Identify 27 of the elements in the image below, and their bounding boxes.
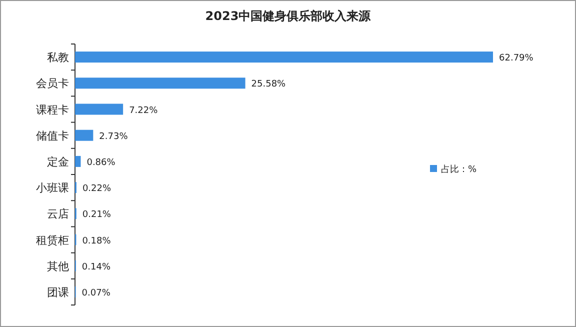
bar: [75, 104, 124, 115]
data-label: 0.21%: [82, 210, 112, 220]
data-label: 0.18%: [82, 236, 112, 246]
data-label: 0.07%: [82, 288, 111, 298]
y-tick-label: 小班课: [36, 182, 69, 195]
bar: [75, 78, 246, 89]
y-tick-label: 私教: [47, 51, 69, 64]
bar: [75, 156, 81, 167]
y-tick-label: 团课: [47, 286, 69, 299]
data-label: 25.58%: [251, 80, 286, 90]
data-label: 2.73%: [99, 132, 128, 142]
y-tick-label: 云店: [47, 208, 69, 221]
bar: [75, 52, 493, 63]
bar: [75, 130, 94, 141]
legend-label: 占比：%: [441, 164, 477, 175]
data-label: 7.22%: [129, 106, 158, 116]
chart-title: 2023中国健身俱乐部收入来源: [205, 9, 372, 23]
y-tick-label: 储值卡: [36, 129, 69, 142]
data-label: 0.22%: [82, 184, 112, 194]
y-tick-label: 课程卡: [36, 103, 69, 116]
data-label: 0.14%: [82, 262, 111, 272]
data-label: 0.86%: [86, 158, 116, 168]
y-tick-label: 会员卡: [36, 77, 69, 90]
y-tick-label: 租赁柜: [36, 234, 69, 247]
y-tick-label: 其他: [47, 260, 69, 273]
y-tick-label: 定金: [47, 155, 69, 168]
data-label: 62.79%: [499, 54, 534, 64]
